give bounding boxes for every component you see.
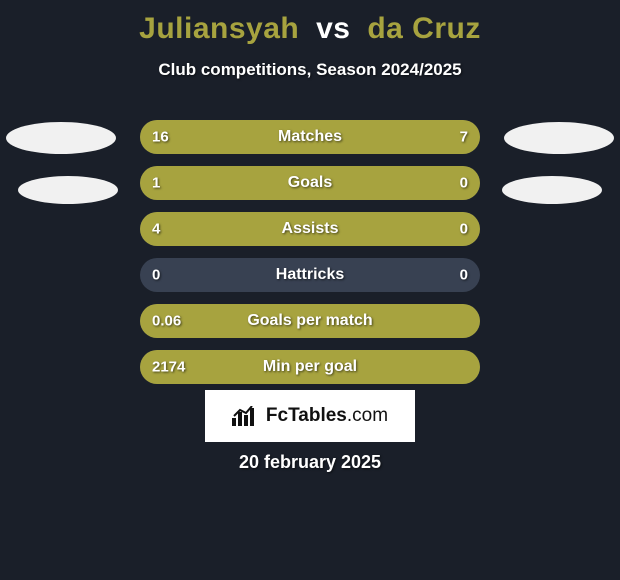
stat-bar-left: [140, 166, 405, 200]
stat-row: 2174 Min per goal: [140, 350, 480, 384]
stat-value-left: 1: [152, 175, 160, 192]
subtitle: Club competitions, Season 2024/2025: [0, 60, 620, 80]
avatar-placeholder-left-2: [18, 176, 118, 204]
stat-label: Assists: [282, 220, 339, 238]
brand-name: FcTables: [266, 405, 347, 426]
stat-row: 16 Matches 7: [140, 120, 480, 154]
player1-name: Juliansyah: [139, 12, 299, 45]
stat-value-left: 0.06: [152, 313, 181, 330]
stat-row: 1 Goals 0: [140, 166, 480, 200]
stat-value-right: 0: [460, 267, 468, 284]
stat-row: 0.06 Goals per match: [140, 304, 480, 338]
date-text: 20 february 2025: [239, 452, 381, 473]
stat-value-left: 4: [152, 221, 160, 238]
player2-name: da Cruz: [367, 12, 481, 45]
comparison-card: Juliansyah vs da Cruz Club competitions,…: [0, 0, 620, 580]
stat-bar-right: [405, 212, 480, 246]
stat-row: 4 Assists 0: [140, 212, 480, 246]
stat-row: 0 Hattricks 0: [140, 258, 480, 292]
avatar-placeholder-right-2: [502, 176, 602, 204]
title-vs: vs: [316, 12, 350, 45]
brand-bar-icon: [232, 406, 258, 426]
brand-badge: FcTables.com: [205, 390, 415, 442]
stat-value-right: 0: [460, 221, 468, 238]
stat-bar-left: [140, 120, 398, 154]
avatar-placeholder-right-1: [504, 122, 614, 154]
avatar-placeholder-left-1: [6, 122, 116, 154]
stat-value-left: 2174: [152, 359, 185, 376]
page-title: Juliansyah vs da Cruz: [0, 12, 620, 46]
stat-label: Min per goal: [263, 358, 357, 376]
stat-label: Goals: [288, 174, 332, 192]
stat-bar-right: [405, 166, 480, 200]
stat-value-right: 7: [460, 129, 468, 146]
stat-label: Matches: [278, 128, 342, 146]
stat-value-left: 0: [152, 267, 160, 284]
brand-tld: .com: [347, 405, 388, 426]
stat-bar-left: [140, 212, 405, 246]
stat-value-left: 16: [152, 129, 169, 146]
brand-text: FcTables.com: [266, 405, 388, 427]
stat-label: Goals per match: [247, 312, 372, 330]
stat-label: Hattricks: [276, 266, 344, 284]
stat-rows: 16 Matches 7 1 Goals 0 4 Assists 0 0 Hattricks 0 0.0…: [140, 120, 480, 396]
stat-value-right: 0: [460, 175, 468, 192]
